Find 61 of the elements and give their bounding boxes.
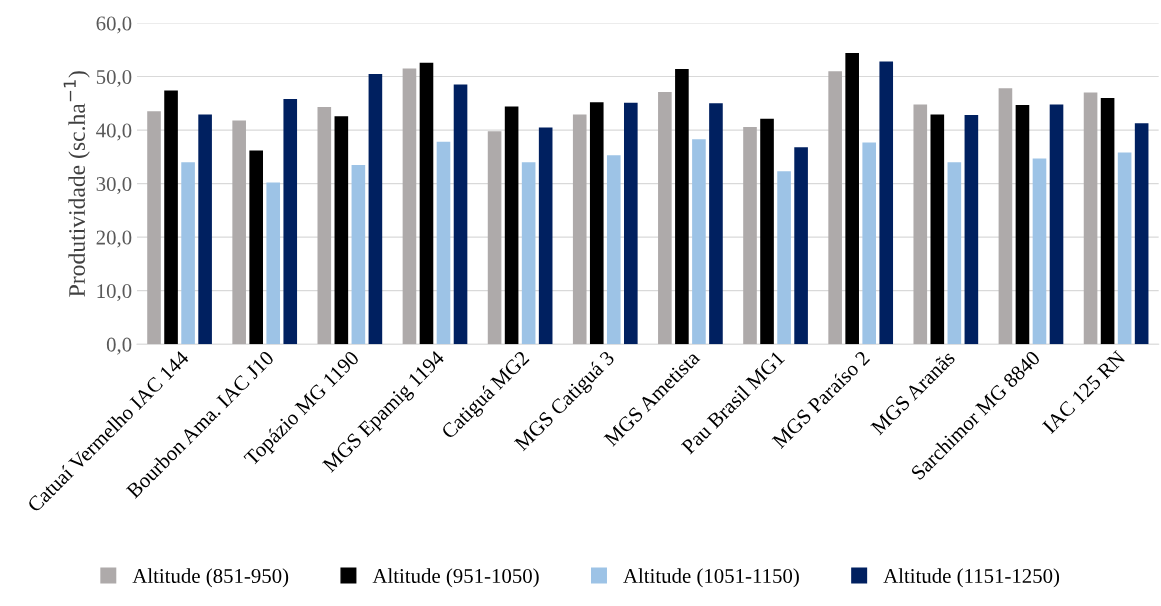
bar — [402, 68, 417, 345]
legend-label: Altitude (1151-1250) — [883, 568, 1060, 588]
bar — [624, 102, 638, 345]
bar — [1049, 104, 1064, 345]
bar — [1083, 92, 1098, 345]
bar — [675, 69, 689, 345]
bar — [930, 114, 945, 345]
bar — [181, 162, 195, 345]
bar — [351, 164, 366, 345]
y-axis-title: Produtividade (sc.ha$^{−1}$) — [63, 71, 90, 297]
bar — [862, 142, 877, 345]
bar — [266, 182, 281, 345]
bar — [692, 139, 706, 345]
bar — [504, 106, 519, 345]
y-tick-label: 20,0 — [96, 230, 132, 248]
x-tick-label: IAC 125 RN — [1041, 349, 1127, 435]
y-tick-label: 30,0 — [96, 176, 132, 195]
bar — [521, 162, 536, 345]
bar — [709, 103, 723, 345]
y-tick-label: 0,0 — [106, 337, 132, 355]
bar — [998, 88, 1013, 345]
bar — [1015, 104, 1030, 345]
bar — [947, 162, 962, 345]
bar — [964, 115, 979, 345]
y-tick-label: 60,0 — [96, 16, 132, 34]
bar — [487, 131, 502, 345]
bar — [1100, 97, 1115, 345]
bar — [572, 114, 587, 345]
bar — [538, 127, 553, 345]
y-tick-label: 40,0 — [96, 123, 132, 141]
bar — [606, 155, 621, 345]
legend-label: Altitude (951-1050) — [372, 568, 539, 588]
bar — [147, 111, 161, 345]
bar — [334, 116, 349, 345]
bar — [743, 126, 757, 345]
bar — [198, 114, 212, 345]
bar — [845, 53, 859, 345]
bar — [658, 92, 672, 345]
bar — [419, 62, 434, 345]
bar — [1134, 123, 1149, 345]
bar — [777, 171, 791, 345]
bar — [232, 120, 246, 345]
legend-label: Altitude (851-950) — [132, 568, 289, 588]
bar — [794, 147, 808, 345]
bar — [368, 73, 383, 345]
bar — [283, 99, 298, 345]
bar — [317, 107, 332, 345]
bar — [760, 118, 774, 345]
bar — [913, 104, 928, 345]
bar — [589, 102, 604, 345]
bar — [879, 61, 894, 345]
bar — [249, 150, 264, 345]
bar — [164, 90, 178, 345]
bar — [436, 141, 451, 345]
legend-label: Altitude (1051-1150) — [623, 568, 799, 588]
bar — [1032, 158, 1047, 345]
y-tick-label: 50,0 — [96, 69, 132, 87]
bar — [828, 71, 842, 345]
bar — [1117, 152, 1132, 345]
bar — [453, 84, 468, 345]
y-tick-label: 10,0 — [97, 284, 132, 302]
